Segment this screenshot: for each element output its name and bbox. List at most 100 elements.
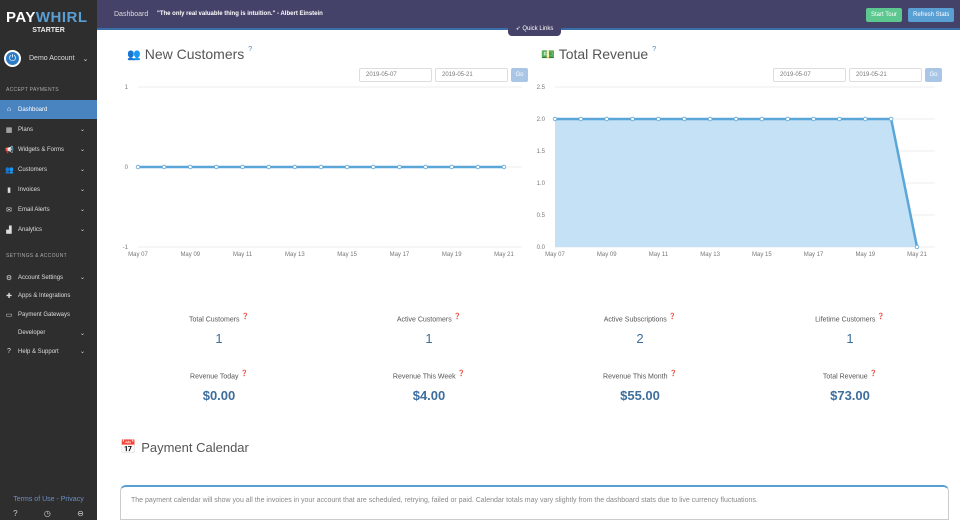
terms-privacy-link[interactable]: Terms of Use - Privacy xyxy=(13,496,84,503)
data-point xyxy=(733,116,739,122)
sidebar-item-label: Help & Support xyxy=(18,348,59,355)
sidebar-item-label: Widgets & Forms xyxy=(18,146,65,153)
help-icon[interactable]: ? xyxy=(652,46,657,53)
stat-value: 1 xyxy=(846,331,854,347)
help-icon[interactable]: ❓ xyxy=(668,314,677,320)
stat-revenue-this-month: Revenue This Month ❓ $55.00 xyxy=(540,370,740,403)
help-icon[interactable]: ? xyxy=(13,509,18,518)
sidebar-item-plans[interactable]: ▦ Plans ⌄ xyxy=(0,120,97,139)
data-point xyxy=(501,164,507,170)
section-label: SETTINGS & ACCOUNT xyxy=(6,253,67,259)
total-revenue-from-input[interactable]: 2019-05-07 xyxy=(773,68,846,82)
data-point xyxy=(475,164,481,170)
x-tick-label: May 09 xyxy=(597,252,617,258)
stat-revenue-today: Revenue Today ❓ $0.00 xyxy=(119,370,319,403)
calendar-icon: 📅 xyxy=(120,439,137,454)
y-tick-label: 1.0 xyxy=(537,181,546,187)
data-point xyxy=(344,164,350,170)
data-point xyxy=(604,116,609,122)
data-point xyxy=(423,164,428,170)
rocket-icon: ➶ xyxy=(515,26,521,32)
sidebar-item-widgets-forms[interactable]: 📢 Widgets & Forms ⌄ xyxy=(0,140,97,159)
data-point xyxy=(888,116,894,122)
start-tour-button[interactable]: Start Tour xyxy=(866,8,902,22)
quick-links-button[interactable]: ➶ Quick Links xyxy=(508,24,561,36)
new-customers-from-input[interactable]: 2019-05-07 xyxy=(359,68,432,82)
sidebar-item-account-settings[interactable]: ⚙ Account Settings ⌄ xyxy=(0,268,97,287)
data-point xyxy=(785,116,790,122)
stat-label: Lifetime Customers xyxy=(815,316,876,324)
stat-label: Revenue Today xyxy=(190,373,239,381)
help-icon[interactable]: ❓ xyxy=(877,314,885,320)
y-tick-label: 2.0 xyxy=(537,117,546,123)
x-tick-label: May 17 xyxy=(390,252,410,258)
sidebar: PAYWHIRL STARTER ⏻ Demo Account ⌄ ACCEPT P… xyxy=(0,0,97,520)
sidebar-item-dashboard[interactable]: ⌂ Dashboard xyxy=(0,100,97,119)
data-point xyxy=(371,164,376,170)
file-icon: ▮ xyxy=(7,186,11,194)
sidebar-item-apps-integrations[interactable]: ✚ Apps & Integrations xyxy=(0,287,97,306)
calendar-info: The payment calendar will show you all t… xyxy=(120,485,949,520)
breadcrumb[interactable]: Dashboard xyxy=(114,11,149,18)
paywhirl-logo[interactable]: PAYWHIRL xyxy=(6,9,88,26)
logout-icon[interactable]: ⊖ xyxy=(77,509,84,518)
sidebar-item-label: Apps & Integrations xyxy=(18,293,71,299)
data-point xyxy=(863,116,868,122)
question-icon: ? xyxy=(7,348,11,355)
help-icon[interactable]: ❓ xyxy=(241,314,249,320)
sidebar-item-analytics[interactable]: ▟ Analytics ⌄ xyxy=(0,220,97,239)
x-tick-label: May 15 xyxy=(752,252,772,258)
help-icon[interactable]: ❓ xyxy=(457,371,466,377)
y-tick-label: -1 xyxy=(123,245,129,251)
help-icon[interactable]: ? xyxy=(248,46,253,53)
help-icon[interactable]: ❓ xyxy=(669,371,677,377)
stat-label: Revenue This Week xyxy=(392,373,456,381)
chevron-down-icon: ⌄ xyxy=(79,187,85,193)
sidebar-item-label: Developer xyxy=(18,330,46,336)
data-point xyxy=(656,116,661,122)
help-icon[interactable]: ❓ xyxy=(240,371,248,377)
new-customers-go-button[interactable]: Go xyxy=(511,68,528,82)
sidebar-item-help-support[interactable]: ? Help & Support ⌄ xyxy=(0,342,97,361)
data-point xyxy=(214,164,219,170)
chevron-down-icon: ⌄ xyxy=(79,275,85,281)
title-text: New Customers xyxy=(144,46,245,62)
help-icon[interactable]: ❓ xyxy=(453,314,462,320)
credit-card-icon: ▭ xyxy=(5,311,13,319)
sidebar-item-label: Analytics xyxy=(18,226,43,233)
payment-calendar-title: 📅 Payment Calendar xyxy=(120,439,249,455)
sidebar-item-label: Plans xyxy=(18,126,34,133)
clock-icon[interactable]: ◷ xyxy=(43,509,51,518)
sidebar-item-payment-gateways[interactable]: ▭ Payment Gateways xyxy=(0,305,97,324)
stat-value: $4.00 xyxy=(412,388,446,404)
chevron-down-icon: ⌄ xyxy=(79,167,85,173)
total-revenue-go-button[interactable]: Go xyxy=(925,68,942,82)
sidebar-item-email-alerts[interactable]: ✉ Email Alerts ⌄ xyxy=(0,200,97,219)
calendar-icon: ▦ xyxy=(5,126,13,134)
y-tick-label: 2.5 xyxy=(537,85,546,91)
data-point xyxy=(318,164,324,170)
data-point xyxy=(266,164,271,170)
total-revenue-to-input[interactable]: 2019-05-21 xyxy=(849,68,922,82)
stat-label: Total Revenue xyxy=(822,373,868,381)
data-point xyxy=(161,164,167,170)
stat-lifetime-customers: Lifetime Customers ❓ 1 xyxy=(750,313,950,346)
stat-label: Revenue This Month xyxy=(603,373,668,381)
new-customers-to-input[interactable]: 2019-05-21 xyxy=(435,68,508,82)
account-menu[interactable]: ⏻ Demo Account ⌄ xyxy=(4,50,88,67)
sidebar-item-developer[interactable]: Developer ⌄ xyxy=(0,324,97,343)
chevron-down-icon: ⌄ xyxy=(79,207,85,213)
sidebar-item-invoices[interactable]: ▮ Invoices ⌄ xyxy=(0,180,97,199)
y-tick-label: 0.0 xyxy=(537,245,546,251)
y-tick-label: 1.5 xyxy=(537,149,546,155)
x-tick-label: May 15 xyxy=(337,252,357,258)
help-icon[interactable]: ❓ xyxy=(869,371,878,377)
refresh-stats-button[interactable]: Refresh Stats xyxy=(908,8,955,22)
quote: "The only real valuable thing is intuiti… xyxy=(157,11,323,17)
stat-active-subscriptions: Active Subscriptions ❓ 2 xyxy=(540,313,740,346)
sidebar-item-customers[interactable]: 👥 Customers ⌄ xyxy=(0,160,97,179)
data-point xyxy=(397,164,402,170)
chevron-down-icon: ⌄ xyxy=(82,55,89,63)
y-tick-label: 0.5 xyxy=(537,213,546,219)
puzzle-icon: ✚ xyxy=(6,293,12,300)
